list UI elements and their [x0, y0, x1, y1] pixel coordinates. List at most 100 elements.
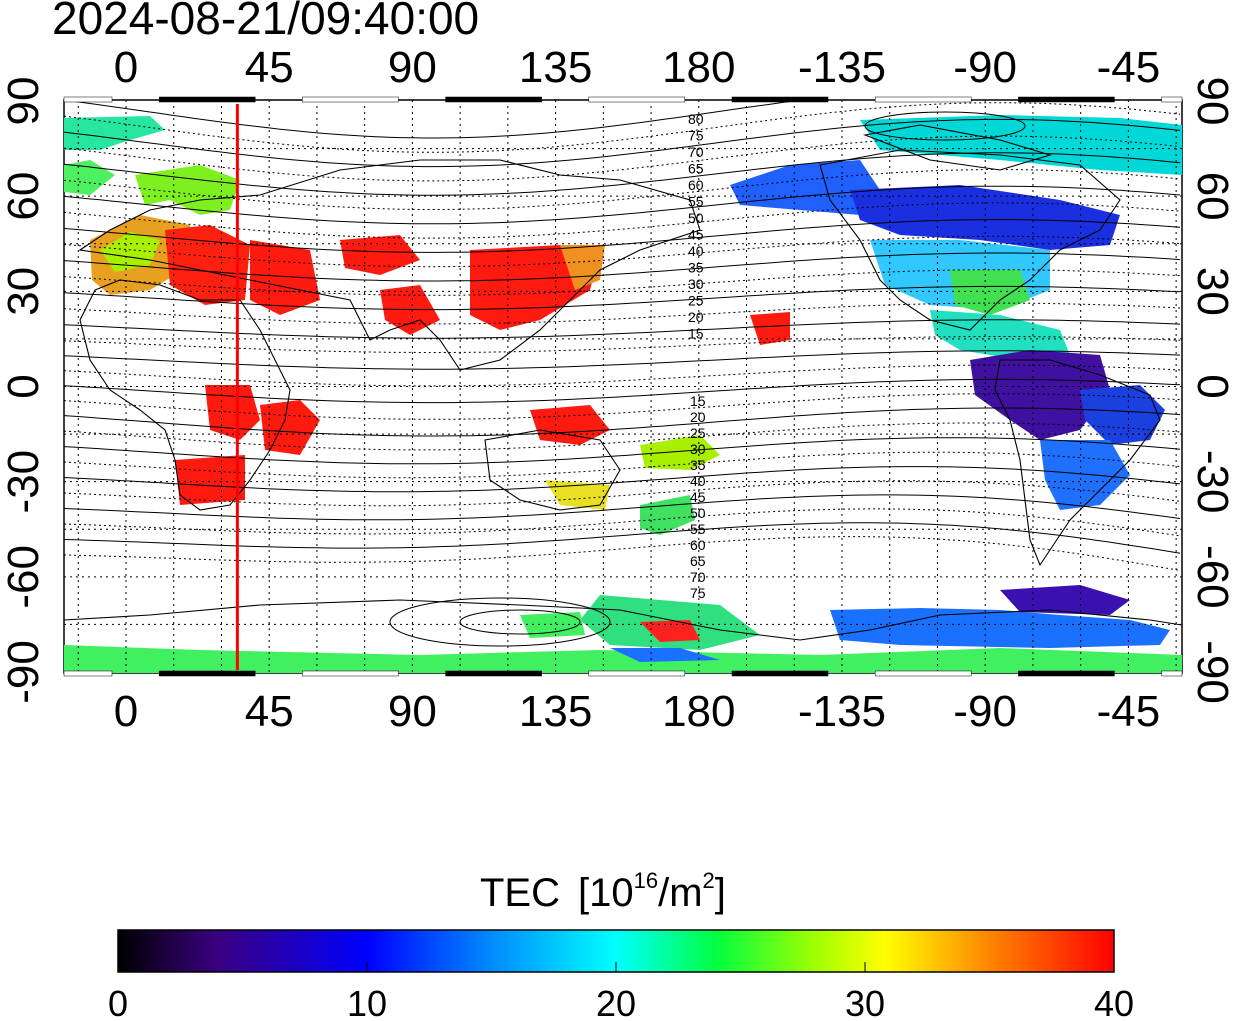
tec-region-antarctic-peninsula [830, 608, 1170, 648]
coastlines [64, 124, 1182, 641]
colorbar-tick-label: 30 [845, 983, 885, 1021]
top-longitude-labels: 0 45 90 135 180 -135 -90 -45 [114, 43, 1160, 92]
tec-region-central-europe [165, 225, 250, 305]
tec-contour [64, 219, 1181, 253]
longitude-tick-label: 135 [519, 687, 592, 736]
contour-label: 25 [690, 425, 706, 441]
left-latitude-labels: 90 60 30 0 -30 -60 -90 [0, 77, 48, 704]
longitude-tick-label: -90 [953, 43, 1017, 92]
latitude-tick-label: 90 [1188, 77, 1235, 126]
tec-region-east-antarctica [520, 612, 585, 638]
edge-tick-bar [158, 670, 256, 677]
latitude-tick-label: 0 [0, 374, 48, 398]
tec-region-scandinavia [135, 165, 240, 215]
tec-region-iberia [100, 232, 160, 272]
tec-contour [64, 522, 1181, 554]
tec-data-layer [64, 115, 1182, 673]
tec-contour-loop [389, 597, 611, 647]
edge-tick-bar [588, 96, 686, 103]
latitude-tick-label: -30 [0, 450, 48, 514]
contour-label: 50 [688, 210, 704, 226]
contour-label: 40 [690, 473, 706, 489]
contour-label: 15 [688, 326, 704, 342]
edge-tick-bar [874, 670, 972, 677]
colorbar-title: TEC [1016/m2] [480, 868, 726, 915]
longitude-tick-label: -45 [1097, 687, 1161, 736]
longitude-tick-label: 90 [388, 43, 437, 92]
contour-label: 70 [688, 144, 704, 160]
tec-contour [64, 302, 1181, 325]
contour-label: 55 [688, 194, 704, 210]
edge-tick-bar [1018, 670, 1115, 677]
contour-label: 70 [690, 569, 706, 585]
tec-contour [64, 118, 1181, 168]
tec-contour [64, 494, 1181, 521]
tec-region-south-america-south [1040, 440, 1130, 510]
longitude-tick-label: 45 [245, 687, 294, 736]
tec-contour [64, 100, 806, 139]
tec-contour [64, 451, 1181, 479]
longitude-tick-label: 135 [519, 43, 592, 92]
north-america-outline [819, 149, 1121, 331]
contour-label: 30 [690, 441, 706, 457]
longitude-tick-label: -135 [798, 43, 886, 92]
longitude-tick-label: 45 [245, 43, 294, 92]
tec-contour [64, 269, 1181, 296]
africa-outline [79, 279, 291, 511]
latitude-tick-label: 60 [0, 172, 48, 221]
tec-region-east-africa [205, 385, 260, 440]
tec-region-canada [850, 185, 1120, 250]
tec-contour [64, 407, 1181, 437]
colorbar: TEC [1016/m2] 0 10 20 30 40 [108, 868, 1134, 1021]
timestamp-title: 2024-08-21/09:40:00 [52, 0, 479, 44]
contour-label: 40 [688, 243, 704, 259]
tec-region-central-america [930, 310, 1070, 360]
tec-contour [64, 235, 1181, 268]
contour-label: 60 [688, 177, 704, 193]
edge-tick-bar [302, 96, 399, 103]
tec-contour [64, 364, 1181, 387]
tec-contour [64, 378, 1181, 404]
contour-label: 55 [690, 521, 706, 537]
tec-contour [64, 102, 1181, 153]
longitude-tick-label: 0 [114, 43, 138, 92]
latitude-tick-label: -90 [1188, 640, 1235, 704]
contour-label: 45 [688, 227, 704, 243]
edge-tick-bar [588, 670, 686, 677]
tec-contour-loop [864, 111, 1026, 141]
tec-region-ross-hotspot [640, 620, 700, 642]
latitude-tick-label: 30 [0, 267, 48, 316]
tec-contour [64, 202, 1181, 239]
tec-region-india [380, 285, 440, 335]
tec-region-middle-east [250, 240, 320, 315]
contour-label: 50 [690, 505, 706, 521]
tec-contour [64, 422, 1181, 451]
colorbar-tick-labels: 0 10 20 30 40 [108, 962, 1134, 1021]
latitude-tick-label: 0 [1188, 374, 1235, 398]
colorbar-tick-label: 40 [1094, 983, 1134, 1021]
edge-tick-bar [63, 670, 113, 677]
edge-tick-bar [158, 96, 256, 103]
edge-tick-bar [1018, 96, 1115, 103]
contour-lines [64, 100, 1181, 647]
tec-contour [64, 466, 1181, 493]
contour-label: 75 [688, 128, 704, 144]
contour-label: 65 [690, 553, 706, 569]
longitude-tick-label: 0 [114, 687, 138, 736]
contour-label: 30 [688, 276, 704, 292]
contour-label: 65 [688, 161, 704, 177]
tec-region-south-america-north [970, 350, 1110, 440]
map-panel: 8075706560555045403530252015152025303540… [63, 96, 1183, 677]
contour-label: 20 [688, 309, 704, 325]
longitude-tick-label: 180 [662, 687, 735, 736]
tec-region-southern-africa [175, 455, 245, 505]
tec-contour [64, 480, 1181, 507]
edge-tick-bar [1161, 96, 1183, 103]
longitude-tick-label: -45 [1097, 43, 1161, 92]
tec-region-antarctic [64, 645, 1182, 673]
tec-contour [64, 252, 1181, 282]
tec-contour [64, 319, 1181, 339]
tec-contour [64, 336, 1181, 353]
latitude-tick-label: -90 [0, 640, 48, 704]
